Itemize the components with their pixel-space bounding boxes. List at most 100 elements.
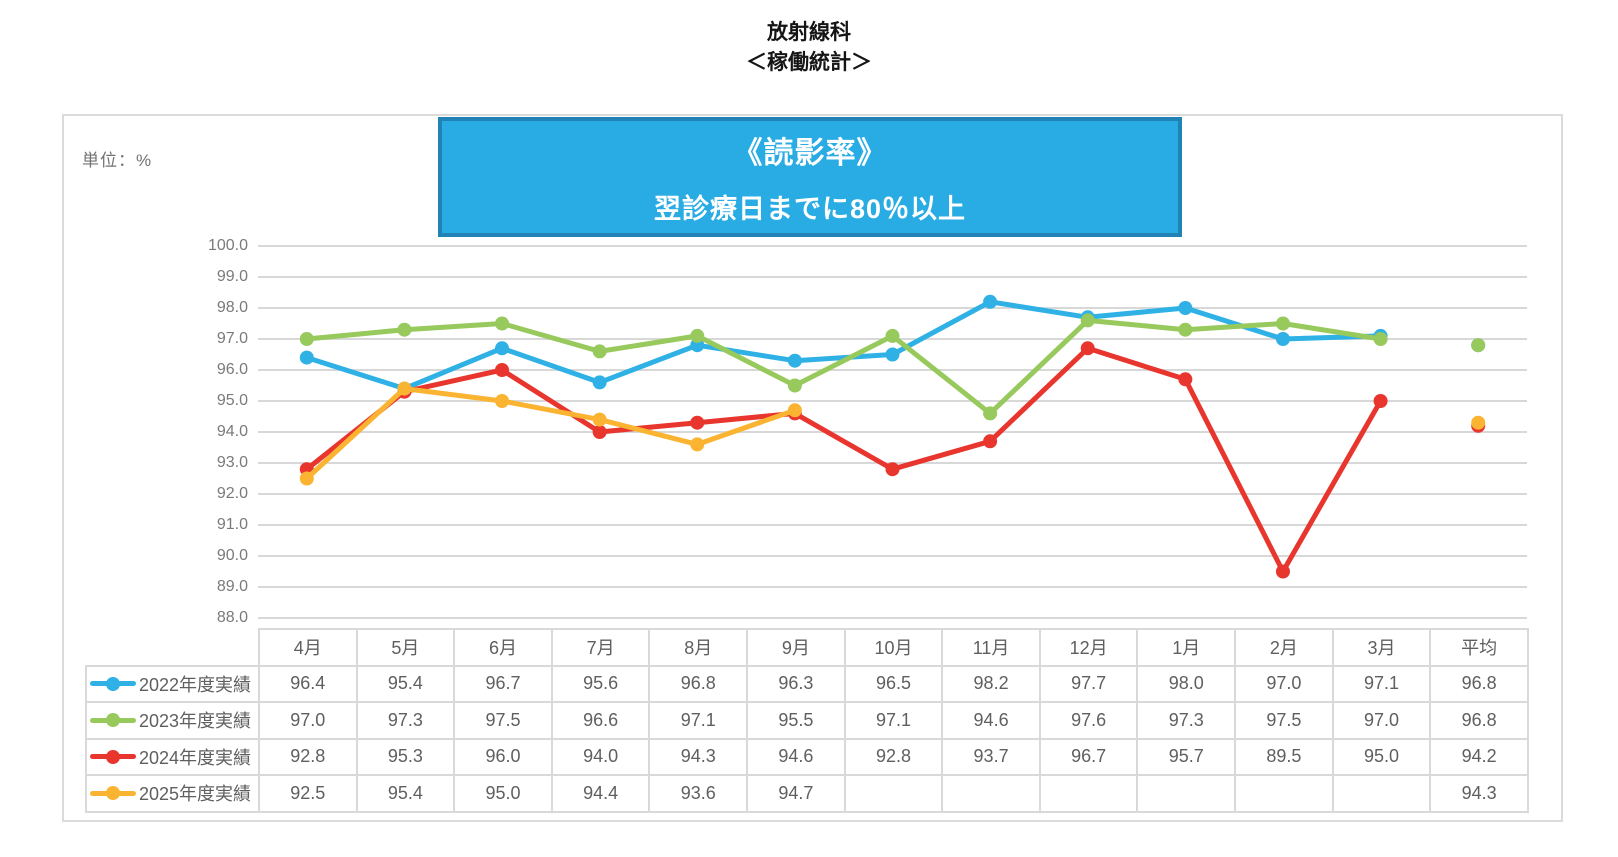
average-value-cell: 94.3 xyxy=(1429,774,1529,813)
y-axis: 100.0 99.0 98.0 97.0 96.0 95.0 94.0 93.0 92.0 91.… xyxy=(64,116,250,636)
value-cell: 97.5 xyxy=(453,701,553,740)
legend-key: 2023年度実績 xyxy=(90,707,257,733)
table-header-row: 4月 5月 6月 7月 8月 9月 10月 11月 12月 1月 2月 3月 平均 xyxy=(86,628,1529,667)
y-axis-tick-label: 96.0 xyxy=(216,361,248,378)
value-cell: 96.8 xyxy=(648,664,749,703)
month-header-cell: 12月 xyxy=(1038,628,1139,667)
series-line-3 xyxy=(304,386,798,481)
title-line-1: 放射線科 xyxy=(767,21,851,44)
y-axis-tick-label: 95.0 xyxy=(216,392,248,409)
value-cell: 98.2 xyxy=(941,664,1041,703)
y-axis-tick-label: 91.0 xyxy=(216,516,248,533)
legend-dot-icon xyxy=(106,713,120,728)
month-header-cell: 3月 xyxy=(1331,628,1432,667)
series-marker-2 xyxy=(1178,372,1193,387)
y-axis-tick-label: 92.0 xyxy=(216,485,248,502)
legend-cell: 2022年度実績 xyxy=(85,664,260,703)
y-axis-tick-label: 97.0 xyxy=(216,330,248,347)
value-cell: 97.1 xyxy=(648,701,749,740)
value-cell: 94.7 xyxy=(746,774,846,813)
series-marker-3 xyxy=(299,471,314,486)
legend-label: 2023年度実績 xyxy=(139,711,252,732)
average-value-cell: 96.8 xyxy=(1429,664,1529,703)
month-header-cell: 6月 xyxy=(453,628,553,667)
average-value-cell: 94.2 xyxy=(1429,737,1529,776)
value-cell: 95.4 xyxy=(355,664,456,703)
table-corner-blank xyxy=(86,629,259,666)
month-header-cell: 5月 xyxy=(355,628,456,667)
month-header-cell: 4月 xyxy=(258,628,358,667)
series-marker-2 xyxy=(1275,564,1290,579)
series-marker-0 xyxy=(299,350,314,365)
value-cell: 97.1 xyxy=(843,701,944,740)
series-marker-0 xyxy=(1275,332,1290,346)
legend-line-marker-icon xyxy=(90,749,136,764)
y-axis-tick-label: 94.0 xyxy=(216,423,248,440)
series-marker-1 xyxy=(1275,316,1290,331)
value-cell: 96.0 xyxy=(453,737,553,776)
value-cell: 97.3 xyxy=(1136,701,1237,740)
value-cell: 93.6 xyxy=(648,774,749,813)
value-cell: 97.3 xyxy=(355,701,456,740)
value-cell: 97.0 xyxy=(258,701,358,740)
value-cell: 95.7 xyxy=(1136,737,1237,776)
value-cell: 96.5 xyxy=(843,664,944,703)
value-cell: 89.5 xyxy=(1234,737,1334,776)
y-axis-tick-label: 100.0 xyxy=(207,237,248,254)
value-cell: 97.0 xyxy=(1234,664,1334,703)
legend-key: 2024年度実績 xyxy=(90,744,257,770)
series-marker-0 xyxy=(885,347,900,362)
series-marker-2 xyxy=(592,425,607,439)
value-cell: 93.7 xyxy=(941,737,1041,776)
value-cell: 97.0 xyxy=(1331,701,1432,740)
month-header-cell: 7月 xyxy=(550,628,651,667)
value-cell: 95.6 xyxy=(550,664,651,703)
target-banner: 《読影率》 翌診療日までに80％以上 xyxy=(438,117,1182,237)
legend-cell: 2025年度実績 xyxy=(85,774,260,813)
series-marker-0 xyxy=(983,294,998,309)
series-marker-0 xyxy=(592,375,607,390)
series-average-marker-3 xyxy=(1471,415,1486,430)
series-marker-2 xyxy=(690,415,705,430)
month-header-cell: 10月 xyxy=(843,628,944,667)
series-marker-1 xyxy=(1080,313,1095,328)
value-cell xyxy=(1038,774,1139,813)
series-marker-1 xyxy=(299,332,314,346)
series-average-marker-1 xyxy=(1471,338,1486,353)
y-axis-tick-label: 89.0 xyxy=(216,578,248,595)
line-chart xyxy=(258,245,1527,619)
value-cell xyxy=(1331,774,1432,813)
series-marker-1 xyxy=(1373,332,1388,346)
series-marker-3 xyxy=(592,412,607,427)
series-marker-3 xyxy=(495,394,510,408)
value-cell: 92.5 xyxy=(258,774,358,813)
value-cell xyxy=(1234,774,1334,813)
series-marker-1 xyxy=(690,328,705,343)
legend-cell: 2024年度実績 xyxy=(85,737,260,776)
legend-dot-icon xyxy=(106,749,120,764)
series-marker-0 xyxy=(495,341,510,356)
series-marker-2 xyxy=(1373,394,1388,408)
table-row: 2022年度実績 96.4 95.4 96.7 95.6 96.8 96.3 96.5 98.2… xyxy=(85,664,1529,703)
value-cell: 97.1 xyxy=(1331,664,1432,703)
value-cell: 94.0 xyxy=(550,737,651,776)
value-cell xyxy=(941,774,1041,813)
legend-dot-icon xyxy=(106,786,120,801)
value-cell: 94.6 xyxy=(941,701,1041,740)
value-cell: 97.7 xyxy=(1038,664,1139,703)
value-cell xyxy=(1136,774,1237,813)
banner-subtitle: 翌診療日までに80％以上 xyxy=(653,194,967,224)
table-row: 2023年度実績 97.0 97.3 97.5 96.6 97.1 95.5 97.1 94.6… xyxy=(85,701,1529,740)
legend-line-marker-icon xyxy=(90,786,136,801)
value-cell xyxy=(843,774,944,813)
series-line-0 xyxy=(304,299,1384,392)
legend-cell: 2023年度実績 xyxy=(85,701,260,740)
series-marker-2 xyxy=(983,434,998,449)
average-value-cell: 96.8 xyxy=(1429,701,1529,740)
series-marker-2 xyxy=(885,462,900,477)
value-cell: 92.8 xyxy=(843,737,944,776)
value-cell: 95.0 xyxy=(453,774,553,813)
month-header-cell: 1月 xyxy=(1136,628,1237,667)
series-marker-1 xyxy=(495,316,510,331)
month-header-cell: 2月 xyxy=(1234,628,1334,667)
